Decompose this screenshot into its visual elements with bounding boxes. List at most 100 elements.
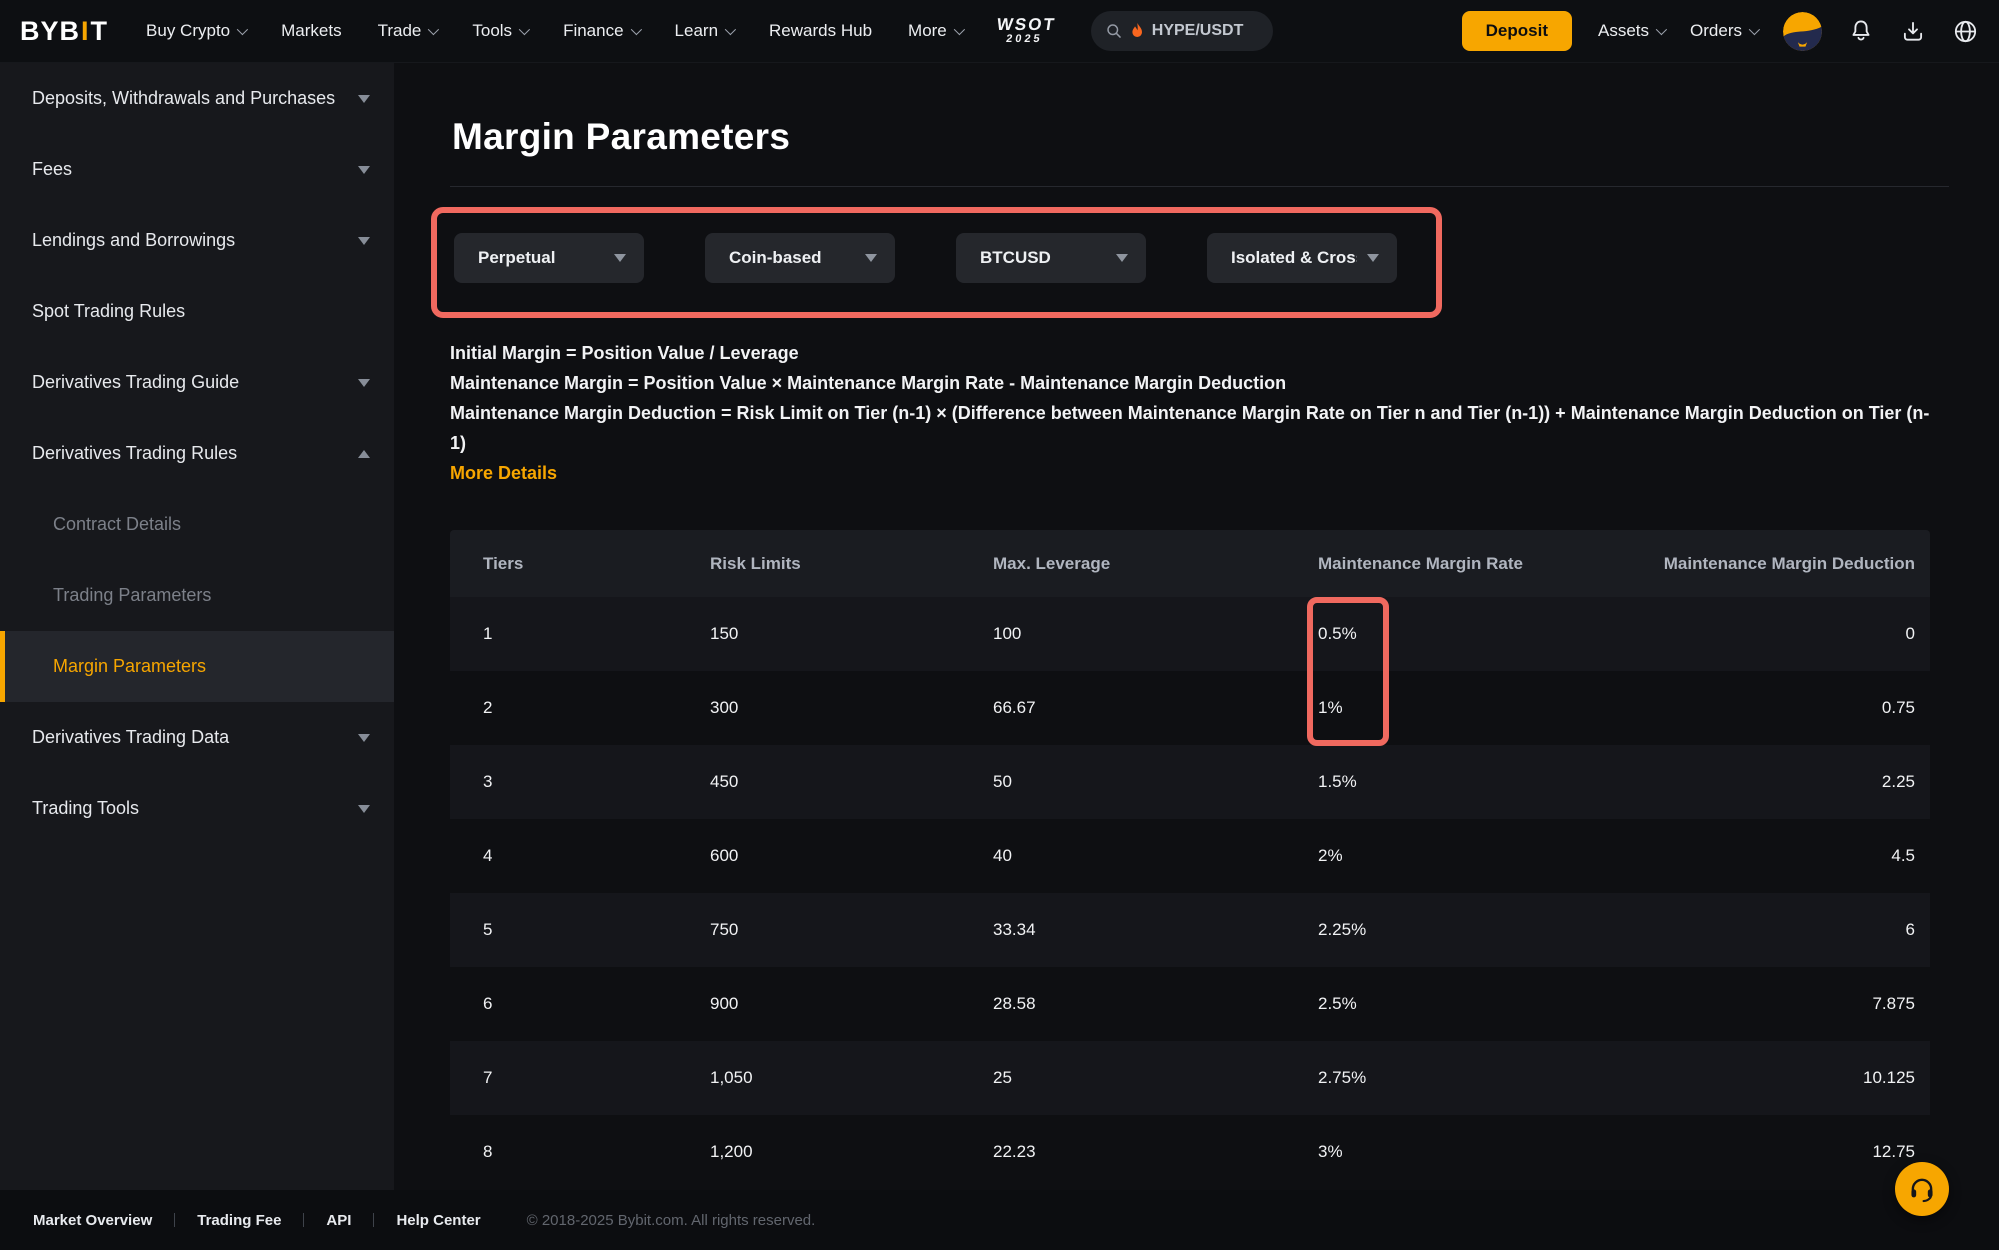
table-header-row: Tiers Risk Limits Max. Leverage Maintena…: [450, 530, 1930, 597]
column-header-max-leverage: Max. Leverage: [993, 553, 1111, 573]
triangle-down-icon: [358, 165, 370, 174]
nav-menu-item[interactable]: Learn: [675, 21, 737, 41]
table-row: 5 750 33.34 2.25% 6: [450, 893, 1930, 967]
search-box[interactable]: HYPE/USDT: [1090, 11, 1273, 51]
footer-separator: [373, 1213, 375, 1227]
nav-menu-item[interactable]: Tools: [472, 21, 531, 41]
footer-links: Market Overview Trading Fee API Help Cen…: [33, 1212, 481, 1229]
footer-link[interactable]: Help Center: [396, 1211, 481, 1229]
sidebar-item[interactable]: Fees: [0, 134, 394, 205]
triangle-down-icon: [358, 378, 370, 387]
page-title: Margin Parameters: [452, 116, 791, 157]
nav-menu-item[interactable]: Buy Crypto: [146, 21, 249, 41]
maintenance-margin-rate-cell: 0.5%: [1318, 624, 1357, 643]
table-row: 6 900 28.58 2.5% 7.875: [450, 967, 1930, 1041]
maintenance-margin-deduction-cell: 12.75: [1872, 1142, 1915, 1161]
risk-limit-cell: 900: [710, 994, 739, 1013]
sidebar-item[interactable]: Trading Tools: [0, 773, 394, 844]
bybit-logo[interactable]: BYB I T: [20, 16, 108, 47]
triangle-down-icon: [358, 236, 370, 245]
column-header-tiers: Tiers: [483, 553, 524, 573]
nav-menu-item[interactable]: More: [908, 21, 965, 41]
filter-dropdown[interactable]: BTCUSD: [956, 233, 1146, 283]
maintenance-margin-deduction-cell: 10.125: [1863, 1068, 1915, 1087]
downloads-icon[interactable]: [1900, 18, 1926, 44]
nav-account-item[interactable]: Orders: [1690, 21, 1761, 41]
sidebar-item[interactable]: Lendings and Borrowings: [0, 205, 394, 276]
notifications-bell-icon[interactable]: [1848, 18, 1874, 44]
tier-cell: 3: [483, 772, 493, 791]
wsot-2025-logo[interactable]: WSOT 2025: [995, 15, 1058, 45]
triangle-down-icon: [1367, 254, 1379, 262]
bybit-logo-text: T: [90, 15, 109, 46]
maintenance-margin-rate-cell: 2.5%: [1318, 994, 1357, 1013]
formula-line: Maintenance Margin = Position Value × Ma…: [450, 373, 1287, 393]
user-avatar[interactable]: [1783, 11, 1822, 51]
risk-limit-cell: 750: [710, 920, 739, 939]
filter-dropdown[interactable]: Coin-based: [705, 233, 895, 283]
chevron-down-icon: [236, 23, 249, 36]
search-icon: [1107, 24, 1121, 38]
sidebar: Deposits, Withdrawals and Purchases Fees…: [0, 63, 394, 1190]
footer-link[interactable]: Market Overview: [33, 1211, 153, 1229]
filters-row: Perpetual Coin-based BTCUSD Isolated & C…: [454, 233, 1397, 283]
bybit-mascot-icon: [1783, 11, 1822, 51]
sidebar-item[interactable]: Margin Parameters: [0, 631, 394, 702]
footer-link[interactable]: API: [326, 1211, 352, 1229]
sidebar-item[interactable]: Trading Parameters: [53, 585, 212, 605]
footer: Market Overview Trading Fee API Help Cen…: [0, 1190, 1999, 1250]
filter-dropdown[interactable]: Isolated & Cross ...: [1207, 233, 1397, 283]
flame-icon: [1132, 23, 1142, 37]
sidebar-item[interactable]: Spot Trading Rules: [32, 301, 186, 321]
footer-link[interactable]: Trading Fee: [197, 1211, 282, 1229]
maintenance-margin-rate-cell: 3%: [1318, 1142, 1343, 1161]
sidebar-item[interactable]: Derivatives Trading Data: [0, 702, 394, 773]
tier-cell: 6: [483, 994, 493, 1013]
table-body: 1 150 100 0.5% 0 2 300 66.67 1% 0.75 3 4: [450, 597, 1930, 1189]
nav-menu-item[interactable]: Finance: [563, 21, 642, 41]
maintenance-margin-rate-cell: 2%: [1318, 846, 1343, 865]
footer-separator: [303, 1213, 305, 1227]
more-details-link[interactable]: More Details: [450, 463, 558, 483]
support-chat-button[interactable]: [1895, 1162, 1949, 1216]
formula-line: Maintenance Margin Deduction = Risk Limi…: [450, 403, 1930, 453]
chevron-down-icon: [518, 23, 531, 36]
table-row: 8 1,200 22.23 3% 12.75: [450, 1115, 1930, 1189]
risk-limit-cell: 300: [710, 698, 739, 717]
deposit-button[interactable]: Deposit: [1461, 11, 1572, 51]
max-leverage-cell: 22.23: [993, 1142, 1036, 1161]
filter-dropdown[interactable]: Perpetual: [454, 233, 644, 283]
risk-limit-cell: 150: [710, 624, 739, 643]
maintenance-margin-deduction-cell: 2.25: [1881, 772, 1915, 791]
sidebar-item[interactable]: Contract Details: [53, 514, 182, 534]
maintenance-margin-rate-cell: 2.25%: [1318, 920, 1367, 939]
maintenance-margin-deduction-cell: 7.875: [1872, 994, 1915, 1013]
risk-limit-cell: 1,050: [710, 1068, 753, 1087]
risk-limit-cell: 1,200: [710, 1142, 753, 1161]
language-globe-icon[interactable]: [1952, 18, 1979, 45]
maintenance-margin-deduction-cell: 0: [1905, 624, 1915, 643]
formula-line: Initial Margin = Position Value / Levera…: [450, 343, 799, 363]
sidebar-item[interactable]: Deposits, Withdrawals and Purchases: [0, 63, 394, 134]
max-leverage-cell: 50: [993, 772, 1012, 791]
triangle-down-icon: [358, 733, 370, 742]
max-leverage-cell: 66.67: [993, 698, 1036, 717]
nav-right-cluster: Deposit Assets Orders: [1461, 11, 1979, 51]
maintenance-margin-rate-cell: 1%: [1318, 698, 1343, 717]
nav-menu-item[interactable]: Rewards Hub: [769, 21, 873, 40]
max-leverage-cell: 33.34: [993, 920, 1036, 939]
chevron-down-icon: [1748, 23, 1761, 36]
max-leverage-cell: 28.58: [993, 994, 1036, 1013]
risk-limit-cell: 600: [710, 846, 739, 865]
tier-cell: 8: [483, 1142, 493, 1161]
nav-menu-item[interactable]: Markets: [281, 21, 342, 40]
top-nav: BYB I T Buy Crypto Markets Trade: [0, 0, 1999, 63]
sidebar-item[interactable]: Derivatives Trading Guide: [0, 347, 394, 418]
triangle-down-icon: [358, 804, 370, 813]
sidebar-item[interactable]: Derivatives Trading Rules: [0, 418, 394, 489]
search-value: HYPE/USDT: [1151, 22, 1244, 39]
tier-cell: 4: [483, 846, 493, 865]
nav-menu-item[interactable]: Trade: [378, 21, 440, 41]
nav-account-item[interactable]: Assets: [1598, 21, 1668, 41]
table-row: 2 300 66.67 1% 0.75: [450, 671, 1930, 745]
